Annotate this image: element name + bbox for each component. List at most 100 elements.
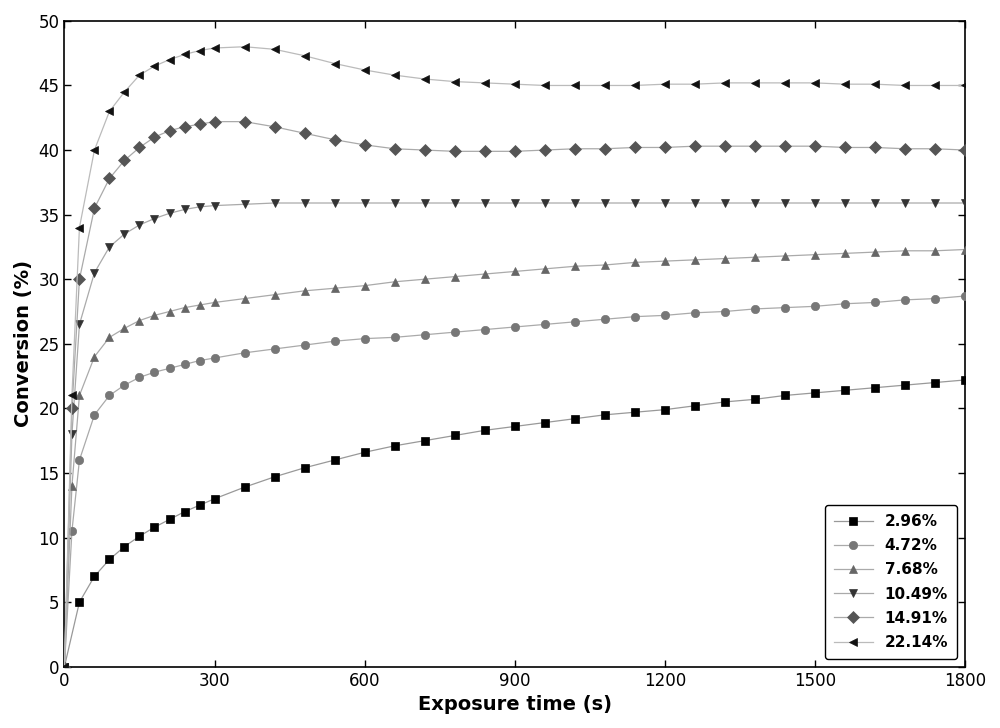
14.91% <box>689 142 701 151</box>
14.91% <box>659 143 671 152</box>
22.14% <box>148 62 160 71</box>
Legend: 2.96%, 4.72%, 7.68%, 10.49%, 14.91%, 22.14%: 2.96%, 4.72%, 7.68%, 10.49%, 14.91%, 22.… <box>825 505 957 659</box>
7.68% <box>58 662 70 671</box>
14.91% <box>839 143 851 152</box>
22.14% <box>449 77 461 86</box>
22.14% <box>269 45 281 54</box>
2.96% <box>839 386 851 395</box>
14.91% <box>569 144 581 153</box>
7.68% <box>869 248 881 256</box>
14.91% <box>88 204 100 213</box>
22.14% <box>539 81 551 90</box>
10.49% <box>869 199 881 207</box>
14.91% <box>869 143 881 152</box>
4.72% <box>209 354 221 363</box>
22.14% <box>869 80 881 89</box>
2.96% <box>659 405 671 414</box>
4.72% <box>179 360 191 369</box>
10.49% <box>899 199 911 207</box>
14.91% <box>929 144 941 153</box>
14.91% <box>539 146 551 154</box>
14.91% <box>389 144 401 153</box>
7.68% <box>239 294 251 303</box>
4.72% <box>449 328 461 336</box>
4.72% <box>779 304 791 312</box>
7.68% <box>103 333 115 341</box>
4.72% <box>88 411 100 419</box>
Line: 10.49%: 10.49% <box>60 199 969 671</box>
10.49% <box>539 199 551 207</box>
7.68% <box>959 245 971 254</box>
7.68% <box>719 254 731 263</box>
7.68% <box>629 258 641 266</box>
2.96% <box>359 448 371 456</box>
7.68% <box>509 267 521 276</box>
7.68% <box>148 311 160 320</box>
4.72% <box>58 662 70 671</box>
10.49% <box>509 199 521 207</box>
2.96% <box>389 441 401 450</box>
10.49% <box>209 201 221 210</box>
2.96% <box>539 418 551 427</box>
10.49% <box>629 199 641 207</box>
22.14% <box>299 52 311 60</box>
7.68% <box>539 264 551 273</box>
2.96% <box>103 555 115 564</box>
22.14% <box>88 146 100 154</box>
22.14% <box>58 662 70 671</box>
7.68% <box>118 324 130 333</box>
2.96% <box>148 523 160 531</box>
2.96% <box>869 384 881 392</box>
2.96% <box>779 391 791 400</box>
10.49% <box>659 199 671 207</box>
14.91% <box>239 117 251 126</box>
7.68% <box>329 284 341 293</box>
4.72% <box>899 296 911 304</box>
14.91% <box>809 142 821 151</box>
10.49% <box>118 229 130 238</box>
X-axis label: Exposure time (s): Exposure time (s) <box>418 695 612 714</box>
7.68% <box>689 256 701 264</box>
14.91% <box>164 126 176 135</box>
7.68% <box>749 253 761 261</box>
4.72% <box>719 307 731 316</box>
7.68% <box>839 249 851 258</box>
22.14% <box>118 87 130 96</box>
22.14% <box>689 80 701 89</box>
4.72% <box>118 381 130 389</box>
4.72% <box>329 337 341 346</box>
4.72% <box>148 368 160 376</box>
4.72% <box>133 373 145 381</box>
14.91% <box>179 122 191 131</box>
22.14% <box>194 46 206 55</box>
2.96% <box>449 431 461 440</box>
2.96% <box>749 395 761 404</box>
4.72% <box>479 325 491 334</box>
4.72% <box>66 526 78 535</box>
14.91% <box>629 143 641 152</box>
10.49% <box>164 209 176 218</box>
14.91% <box>194 120 206 129</box>
2.96% <box>479 426 491 435</box>
2.96% <box>194 501 206 510</box>
2.96% <box>899 381 911 389</box>
10.49% <box>419 199 431 207</box>
10.49% <box>359 199 371 207</box>
4.72% <box>509 323 521 331</box>
2.96% <box>209 494 221 503</box>
10.49% <box>389 199 401 207</box>
4.72% <box>569 317 581 326</box>
10.49% <box>269 199 281 207</box>
Line: 4.72%: 4.72% <box>60 292 969 671</box>
2.96% <box>719 397 731 406</box>
10.49% <box>148 214 160 223</box>
4.72% <box>839 299 851 308</box>
10.49% <box>959 199 971 207</box>
7.68% <box>449 272 461 281</box>
10.49% <box>299 199 311 207</box>
22.14% <box>479 79 491 87</box>
4.72% <box>239 349 251 357</box>
22.14% <box>239 42 251 51</box>
7.68% <box>194 301 206 309</box>
2.96% <box>58 662 70 671</box>
